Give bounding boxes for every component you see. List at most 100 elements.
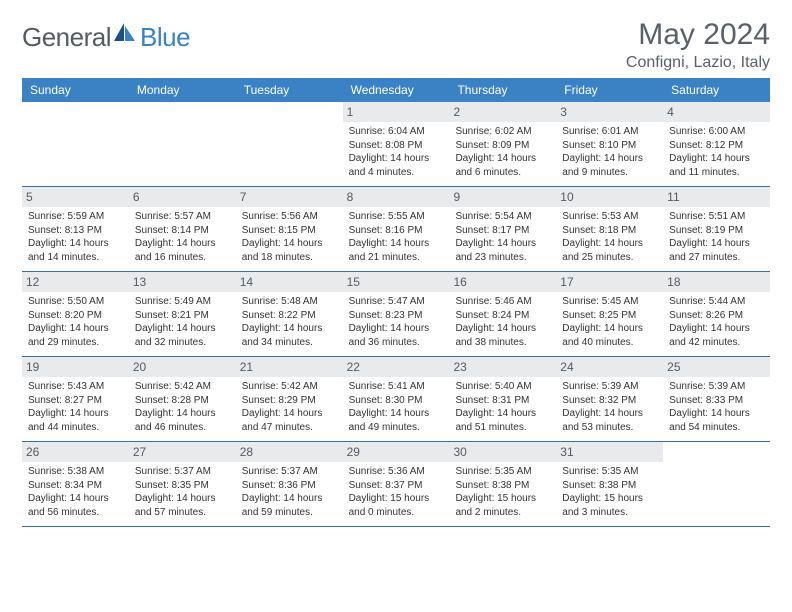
daylight-label: Daylight: 14 hours and 18 minutes. bbox=[242, 237, 337, 264]
sunrise-label: Sunrise: 5:38 AM bbox=[28, 465, 123, 479]
sunrise-label: Sunrise: 5:35 AM bbox=[455, 465, 550, 479]
sunrise-label: Sunrise: 5:47 AM bbox=[349, 295, 444, 309]
sunset-label: Sunset: 8:08 PM bbox=[349, 139, 444, 153]
week-row: 19Sunrise: 5:43 AMSunset: 8:27 PMDayligh… bbox=[22, 357, 770, 442]
daylight-label: Daylight: 14 hours and 14 minutes. bbox=[28, 237, 123, 264]
day-cell: 20Sunrise: 5:42 AMSunset: 8:28 PMDayligh… bbox=[129, 357, 236, 441]
sunset-label: Sunset: 8:33 PM bbox=[669, 394, 764, 408]
day-number bbox=[663, 442, 770, 462]
day-cell: 26Sunrise: 5:38 AMSunset: 8:34 PMDayligh… bbox=[22, 442, 129, 526]
weekday-header: Saturday bbox=[663, 78, 770, 102]
daylight-label: Daylight: 14 hours and 4 minutes. bbox=[349, 152, 444, 179]
day-cell: 22Sunrise: 5:41 AMSunset: 8:30 PMDayligh… bbox=[343, 357, 450, 441]
sunset-label: Sunset: 8:36 PM bbox=[242, 479, 337, 493]
day-cell: 6Sunrise: 5:57 AMSunset: 8:14 PMDaylight… bbox=[129, 187, 236, 271]
day-cell: 10Sunrise: 5:53 AMSunset: 8:18 PMDayligh… bbox=[556, 187, 663, 271]
sunset-label: Sunset: 8:21 PM bbox=[135, 309, 230, 323]
daylight-label: Daylight: 14 hours and 29 minutes. bbox=[28, 322, 123, 349]
daylight-label: Daylight: 14 hours and 6 minutes. bbox=[455, 152, 550, 179]
daylight-label: Daylight: 15 hours and 3 minutes. bbox=[562, 492, 657, 519]
day-number: 2 bbox=[449, 102, 556, 122]
sunrise-label: Sunrise: 5:55 AM bbox=[349, 210, 444, 224]
sunset-label: Sunset: 8:19 PM bbox=[669, 224, 764, 238]
weekday-header: Monday bbox=[129, 78, 236, 102]
day-cell: 7Sunrise: 5:56 AMSunset: 8:15 PMDaylight… bbox=[236, 187, 343, 271]
sunrise-label: Sunrise: 5:50 AM bbox=[28, 295, 123, 309]
week-row: 5Sunrise: 5:59 AMSunset: 8:13 PMDaylight… bbox=[22, 187, 770, 272]
sunset-label: Sunset: 8:37 PM bbox=[349, 479, 444, 493]
day-cell: 9Sunrise: 5:54 AMSunset: 8:17 PMDaylight… bbox=[449, 187, 556, 271]
sunset-label: Sunset: 8:30 PM bbox=[349, 394, 444, 408]
weekday-header: Wednesday bbox=[343, 78, 450, 102]
daylight-label: Daylight: 14 hours and 32 minutes. bbox=[135, 322, 230, 349]
sunrise-label: Sunrise: 5:42 AM bbox=[242, 380, 337, 394]
day-cell: 3Sunrise: 6:01 AMSunset: 8:10 PMDaylight… bbox=[556, 102, 663, 186]
weekday-header-row: SundayMondayTuesdayWednesdayThursdayFrid… bbox=[22, 78, 770, 102]
day-number: 31 bbox=[556, 442, 663, 462]
sunset-label: Sunset: 8:24 PM bbox=[455, 309, 550, 323]
day-number: 28 bbox=[236, 442, 343, 462]
sunrise-label: Sunrise: 5:51 AM bbox=[669, 210, 764, 224]
daylight-label: Daylight: 14 hours and 11 minutes. bbox=[669, 152, 764, 179]
page-header: General Blue May 2024 Configni, Lazio, I… bbox=[22, 18, 770, 72]
sunrise-label: Sunrise: 5:41 AM bbox=[349, 380, 444, 394]
day-cell: 27Sunrise: 5:37 AMSunset: 8:35 PMDayligh… bbox=[129, 442, 236, 526]
daylight-label: Daylight: 14 hours and 53 minutes. bbox=[562, 407, 657, 434]
day-cell: 18Sunrise: 5:44 AMSunset: 8:26 PMDayligh… bbox=[663, 272, 770, 356]
day-cell bbox=[129, 102, 236, 186]
sunrise-label: Sunrise: 5:42 AM bbox=[135, 380, 230, 394]
sunrise-label: Sunrise: 5:39 AM bbox=[669, 380, 764, 394]
weekday-header: Tuesday bbox=[236, 78, 343, 102]
day-number: 6 bbox=[129, 187, 236, 207]
daylight-label: Daylight: 14 hours and 16 minutes. bbox=[135, 237, 230, 264]
sunset-label: Sunset: 8:12 PM bbox=[669, 139, 764, 153]
day-number: 14 bbox=[236, 272, 343, 292]
week-row: 1Sunrise: 6:04 AMSunset: 8:08 PMDaylight… bbox=[22, 102, 770, 187]
day-number: 12 bbox=[22, 272, 129, 292]
day-cell: 19Sunrise: 5:43 AMSunset: 8:27 PMDayligh… bbox=[22, 357, 129, 441]
daylight-label: Daylight: 14 hours and 46 minutes. bbox=[135, 407, 230, 434]
daylight-label: Daylight: 14 hours and 42 minutes. bbox=[669, 322, 764, 349]
sunset-label: Sunset: 8:10 PM bbox=[562, 139, 657, 153]
sunrise-label: Sunrise: 6:00 AM bbox=[669, 125, 764, 139]
day-cell: 30Sunrise: 5:35 AMSunset: 8:38 PMDayligh… bbox=[449, 442, 556, 526]
sunset-label: Sunset: 8:13 PM bbox=[28, 224, 123, 238]
day-cell: 24Sunrise: 5:39 AMSunset: 8:32 PMDayligh… bbox=[556, 357, 663, 441]
day-number: 22 bbox=[343, 357, 450, 377]
brand-logo: General Blue bbox=[22, 22, 190, 53]
daylight-label: Daylight: 14 hours and 57 minutes. bbox=[135, 492, 230, 519]
sunrise-label: Sunrise: 6:04 AM bbox=[349, 125, 444, 139]
day-number: 3 bbox=[556, 102, 663, 122]
daylight-label: Daylight: 14 hours and 40 minutes. bbox=[562, 322, 657, 349]
weekday-header: Friday bbox=[556, 78, 663, 102]
title-block: May 2024 Configni, Lazio, Italy bbox=[626, 18, 770, 72]
day-cell bbox=[236, 102, 343, 186]
day-number: 13 bbox=[129, 272, 236, 292]
day-number bbox=[129, 102, 236, 122]
day-number: 24 bbox=[556, 357, 663, 377]
sunset-label: Sunset: 8:20 PM bbox=[28, 309, 123, 323]
day-cell: 2Sunrise: 6:02 AMSunset: 8:09 PMDaylight… bbox=[449, 102, 556, 186]
sunrise-label: Sunrise: 5:45 AM bbox=[562, 295, 657, 309]
daylight-label: Daylight: 14 hours and 34 minutes. bbox=[242, 322, 337, 349]
day-number: 16 bbox=[449, 272, 556, 292]
sunrise-label: Sunrise: 5:40 AM bbox=[455, 380, 550, 394]
sunset-label: Sunset: 8:17 PM bbox=[455, 224, 550, 238]
sunrise-label: Sunrise: 6:01 AM bbox=[562, 125, 657, 139]
daylight-label: Daylight: 14 hours and 54 minutes. bbox=[669, 407, 764, 434]
sunset-label: Sunset: 8:35 PM bbox=[135, 479, 230, 493]
day-number bbox=[22, 102, 129, 122]
week-row: 26Sunrise: 5:38 AMSunset: 8:34 PMDayligh… bbox=[22, 442, 770, 527]
sunrise-label: Sunrise: 5:57 AM bbox=[135, 210, 230, 224]
sunrise-label: Sunrise: 5:48 AM bbox=[242, 295, 337, 309]
weekday-header: Sunday bbox=[22, 78, 129, 102]
daylight-label: Daylight: 14 hours and 51 minutes. bbox=[455, 407, 550, 434]
day-cell: 17Sunrise: 5:45 AMSunset: 8:25 PMDayligh… bbox=[556, 272, 663, 356]
sunrise-label: Sunrise: 5:56 AM bbox=[242, 210, 337, 224]
day-cell: 28Sunrise: 5:37 AMSunset: 8:36 PMDayligh… bbox=[236, 442, 343, 526]
day-number: 30 bbox=[449, 442, 556, 462]
day-number: 4 bbox=[663, 102, 770, 122]
day-number: 20 bbox=[129, 357, 236, 377]
daylight-label: Daylight: 14 hours and 44 minutes. bbox=[28, 407, 123, 434]
sunset-label: Sunset: 8:38 PM bbox=[455, 479, 550, 493]
